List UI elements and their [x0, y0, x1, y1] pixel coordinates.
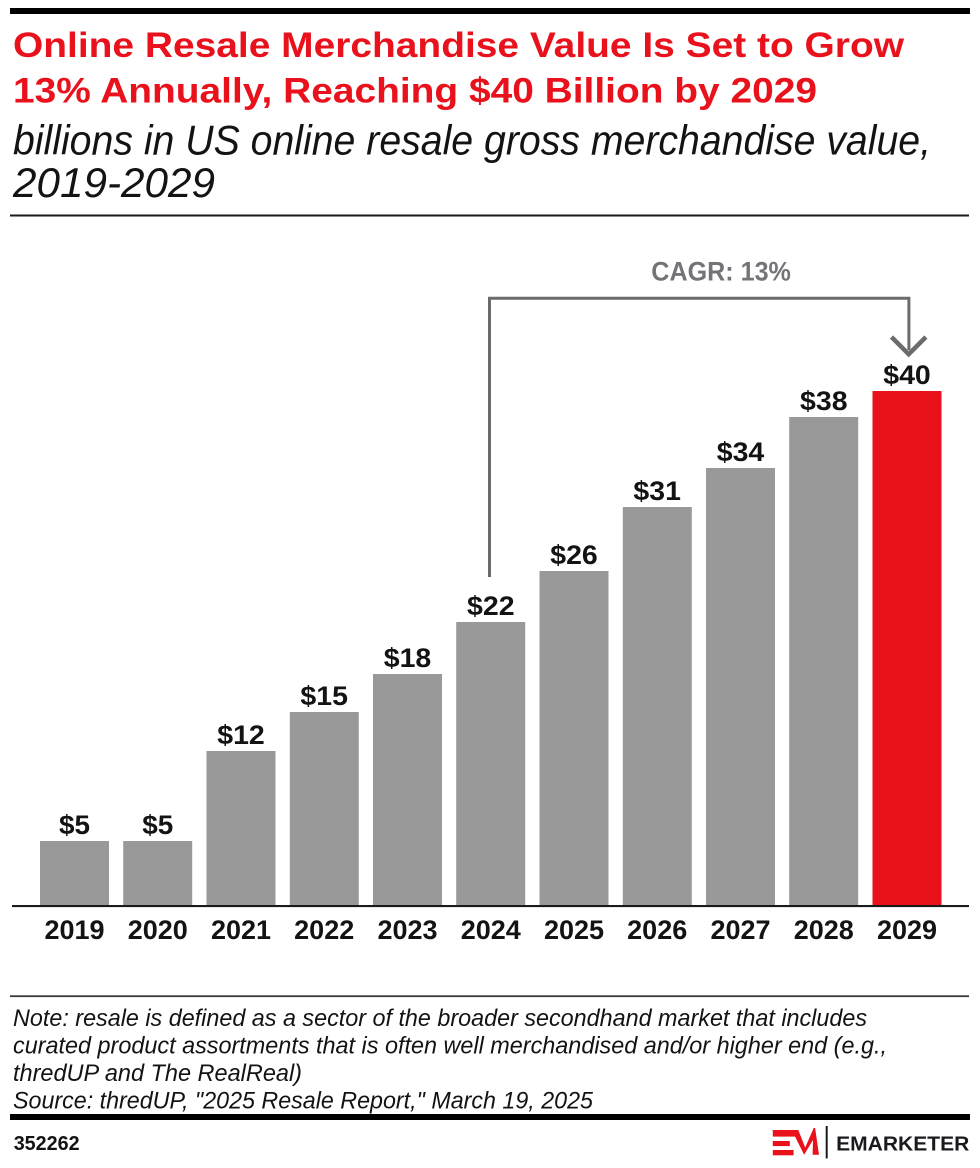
svg-text:Source: thredUP, "2025 Resale: Source: thredUP, "2025 Resale Report," M… — [13, 1088, 594, 1115]
svg-text:$5: $5 — [142, 810, 173, 840]
svg-text:Online Resale Merchandise Valu: Online Resale Merchandise Value Is Set t… — [13, 26, 905, 65]
svg-text:$5: $5 — [59, 810, 90, 840]
svg-text:$31: $31 — [633, 476, 681, 506]
svg-text:2024: 2024 — [461, 915, 521, 945]
svg-text:$34: $34 — [717, 437, 765, 467]
svg-text:2021: 2021 — [211, 915, 271, 945]
svg-text:2026: 2026 — [627, 915, 687, 945]
svg-text:2019: 2019 — [44, 915, 104, 945]
svg-text:$12: $12 — [217, 720, 265, 750]
svg-text:Note: resale is defined as a s: Note: resale is defined as a sector of t… — [13, 1005, 867, 1032]
svg-text:$38: $38 — [800, 386, 848, 416]
svg-text:2027: 2027 — [710, 915, 770, 945]
svg-text:13% Annually, Reaching $40 Bil: 13% Annually, Reaching $40 Billion by 20… — [13, 72, 817, 111]
svg-text:CAGR: 13%: CAGR: 13% — [651, 256, 791, 286]
svg-text:EMARKETER: EMARKETER — [836, 1133, 970, 1155]
svg-text:2025: 2025 — [544, 915, 604, 945]
svg-text:thredUP and The RealReal): thredUP and The RealReal) — [13, 1060, 302, 1087]
svg-text:2023: 2023 — [377, 915, 437, 945]
svg-text:2028: 2028 — [794, 915, 854, 945]
svg-text:$22: $22 — [467, 591, 515, 621]
svg-text:$15: $15 — [300, 681, 348, 711]
svg-text:billions in US online resale g: billions in US online resale gross merch… — [13, 117, 931, 164]
svg-text:$40: $40 — [883, 360, 931, 390]
svg-text:2022: 2022 — [294, 915, 354, 945]
svg-text:2019-2029: 2019-2029 — [12, 159, 215, 206]
svg-text:curated product assortments th: curated product assortments that is ofte… — [13, 1033, 887, 1060]
svg-text:2020: 2020 — [128, 915, 188, 945]
svg-text:352262: 352262 — [14, 1132, 80, 1155]
svg-text:$18: $18 — [384, 643, 432, 673]
svg-text:2029: 2029 — [877, 915, 937, 945]
svg-text:$26: $26 — [550, 540, 598, 570]
